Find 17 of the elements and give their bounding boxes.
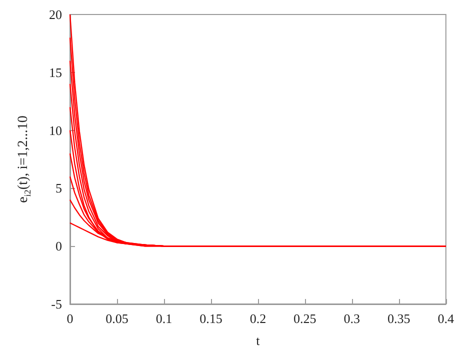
x-tick-label: 0.2 — [250, 311, 266, 326]
y-tick-label: 0 — [56, 238, 62, 254]
y-tick-label: 15 — [49, 64, 62, 80]
x-tick-label: 0.35 — [388, 311, 410, 326]
x-tick-label: 0.3 — [344, 311, 360, 326]
x-tick-label: 0.25 — [294, 311, 316, 326]
y-tick-label: 5 — [56, 180, 62, 196]
y-tick-label: 20 — [49, 7, 62, 22]
x-axis-title: t — [256, 333, 260, 348]
y-tick-label: 10 — [49, 122, 62, 138]
x-tick-label: 0.15 — [200, 311, 222, 326]
x-tick-label: 0.1 — [156, 311, 172, 326]
x-tick-label: 0 — [66, 311, 74, 326]
x-tick-label: 0.05 — [106, 311, 128, 326]
x-tick-label: 0.4 — [438, 311, 454, 326]
y-axis-title: ei2(t), i=1,2...10 — [16, 116, 32, 203]
y-tick-label: -5 — [51, 296, 62, 312]
